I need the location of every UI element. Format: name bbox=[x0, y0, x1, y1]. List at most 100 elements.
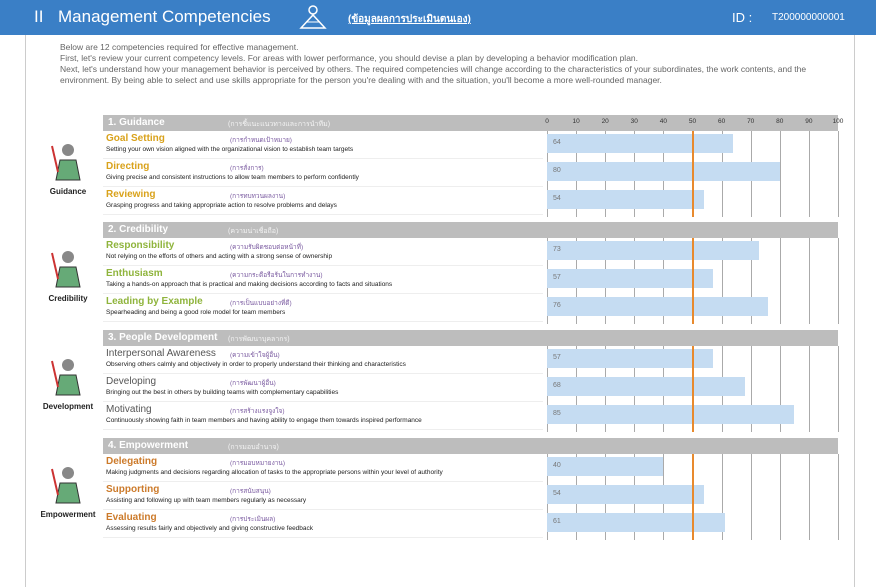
item-name: Delegating bbox=[106, 456, 158, 467]
item-subtitle: (การสนับสนุน) bbox=[230, 488, 271, 495]
item-name: Motivating bbox=[106, 404, 152, 415]
bar-value: 54 bbox=[553, 490, 561, 497]
item-subtitle: (การทบทวนผลงาน) bbox=[230, 193, 286, 200]
grid-line bbox=[779, 454, 781, 540]
tick-label: 90 bbox=[805, 118, 813, 125]
benchmark-line bbox=[691, 454, 694, 540]
grid-line bbox=[779, 346, 781, 432]
section-icon bbox=[48, 357, 88, 397]
item-subtitle: (การประเมินผล) bbox=[230, 516, 276, 523]
bar-value: 40 bbox=[553, 462, 561, 469]
icon-label: Credibility bbox=[48, 294, 88, 303]
item-name: Reviewing bbox=[106, 189, 156, 200]
bar-value: 57 bbox=[553, 274, 561, 281]
section-bar bbox=[103, 330, 838, 346]
item-subtitle: (การเป็นแบบอย่างที่ดี) bbox=[230, 300, 292, 307]
item-description: Taking a hands-on approach that is pract… bbox=[106, 281, 393, 288]
bar bbox=[547, 485, 705, 504]
item-name: Evaluating bbox=[106, 512, 157, 523]
grid-line bbox=[779, 131, 781, 217]
item-description: Observing others calmly and objectively … bbox=[106, 361, 406, 368]
section-icon bbox=[48, 465, 88, 505]
item-name: Developing bbox=[106, 376, 157, 387]
intro: Below are 12 competencies required for e… bbox=[60, 42, 840, 86]
bar-value: 68 bbox=[553, 382, 561, 389]
item-description: Assisting and following up with team mem… bbox=[106, 497, 307, 504]
item-separator bbox=[103, 481, 543, 482]
section-subtitle: (การชี้แนะแนวทางและการนำทีม) bbox=[228, 121, 331, 128]
bar-value: 73 bbox=[553, 246, 561, 253]
header-number: II bbox=[34, 7, 44, 26]
bar-value: 80 bbox=[553, 167, 561, 174]
item-separator bbox=[103, 265, 543, 266]
item-description: Setting your own vision aligned with the… bbox=[106, 146, 354, 153]
item-name: Goal Setting bbox=[106, 133, 165, 144]
bar bbox=[547, 513, 725, 532]
section-subtitle: (การมอบอำนาจ) bbox=[228, 444, 279, 451]
section-bar bbox=[103, 222, 838, 238]
benchmark-line bbox=[691, 238, 694, 324]
bar-value: 54 bbox=[553, 195, 561, 202]
intro-line: Below are 12 competencies required for e… bbox=[60, 42, 299, 52]
bar-value: 57 bbox=[553, 354, 561, 361]
section-icon bbox=[48, 142, 88, 182]
item-name: Supporting bbox=[106, 484, 160, 495]
tick-label: 70 bbox=[747, 118, 755, 125]
header-title: Management Competencies bbox=[58, 7, 271, 26]
bar bbox=[547, 134, 734, 153]
tick-label: 50 bbox=[688, 118, 697, 125]
tick-label: 40 bbox=[659, 118, 667, 125]
item-separator bbox=[103, 509, 543, 510]
bar bbox=[547, 377, 745, 396]
section-title: 1. Guidance bbox=[108, 117, 165, 128]
grid-line bbox=[721, 454, 723, 540]
grid-line bbox=[838, 238, 839, 324]
grid-line bbox=[779, 238, 781, 324]
icon-label: Guidance bbox=[49, 187, 87, 196]
tick-label: 80 bbox=[776, 118, 784, 125]
tick-label: 20 bbox=[601, 118, 609, 125]
bar-value: 64 bbox=[553, 139, 561, 146]
benchmark-line bbox=[691, 346, 694, 432]
bar bbox=[547, 457, 664, 476]
grid-line bbox=[750, 238, 752, 324]
bar bbox=[547, 190, 705, 209]
section-subtitle: (การพัฒนาบุคลากร) bbox=[228, 336, 290, 343]
item-separator bbox=[103, 214, 543, 215]
item-subtitle: (การสั่งการ) bbox=[230, 165, 264, 172]
section-bar bbox=[103, 438, 838, 454]
item-description: Giving precise and consistent instructio… bbox=[106, 174, 359, 181]
item-separator bbox=[103, 429, 543, 430]
grid-line bbox=[750, 346, 752, 432]
grid-line bbox=[808, 238, 810, 324]
grid-line bbox=[838, 454, 839, 540]
page-frame bbox=[25, 35, 855, 587]
section-bar bbox=[103, 115, 838, 131]
grid-line bbox=[808, 346, 810, 432]
section-subtitle: (ความน่าเชื่อถือ) bbox=[228, 228, 279, 235]
item-separator bbox=[103, 293, 543, 294]
grid-line bbox=[808, 131, 810, 217]
item-description: Spearheading and being a good role model… bbox=[106, 309, 286, 316]
logo bbox=[299, 5, 327, 29]
item-description: Making judgments and decisions regarding… bbox=[106, 469, 443, 476]
benchmark-line bbox=[691, 131, 694, 217]
section-title: 4. Empowerment bbox=[108, 440, 189, 451]
item-description: Bringing out the best in others by build… bbox=[106, 389, 339, 396]
item-name: Leading by Example bbox=[106, 296, 203, 307]
bar bbox=[547, 162, 780, 181]
item-name: Responsibility bbox=[106, 240, 175, 251]
id-label: ID : bbox=[732, 10, 753, 25]
bar bbox=[547, 269, 713, 288]
tick-label: 0 bbox=[545, 118, 549, 125]
item-name: Directing bbox=[106, 161, 150, 172]
grid-line bbox=[838, 131, 839, 217]
bar-value: 85 bbox=[553, 410, 561, 417]
id-value: T200000000001 bbox=[772, 12, 845, 23]
bar bbox=[547, 297, 769, 316]
section-icon bbox=[48, 249, 88, 289]
item-subtitle: (การมอบหมายงาน) bbox=[230, 460, 286, 467]
item-separator bbox=[103, 321, 543, 322]
grid-line bbox=[750, 454, 752, 540]
grid-line bbox=[808, 454, 810, 540]
